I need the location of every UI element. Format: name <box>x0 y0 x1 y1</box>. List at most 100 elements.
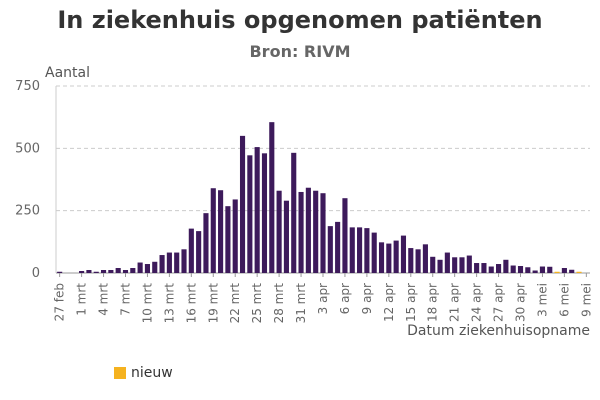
bar <box>408 248 414 273</box>
bar <box>79 271 85 273</box>
legend-label-nieuw: nieuw <box>131 365 173 381</box>
x-tick-label: 16 mrt <box>184 283 198 324</box>
bar <box>57 271 63 273</box>
bar <box>305 187 311 273</box>
bar <box>181 249 187 273</box>
x-tick-label: 3 mei <box>535 283 549 317</box>
x-tick-label: 9 mei <box>579 283 593 317</box>
bar-nieuw <box>576 271 582 273</box>
x-tick-label: 10 mrt <box>140 283 154 324</box>
x-tick-label: 27 feb <box>53 283 67 321</box>
bar <box>188 228 194 273</box>
bar <box>291 152 297 273</box>
y-tick-label: 250 <box>15 204 40 219</box>
bar <box>496 264 502 273</box>
bar <box>196 231 202 273</box>
bar <box>247 155 253 273</box>
bar <box>561 268 567 273</box>
x-tick-label: 31 mrt <box>294 283 308 324</box>
bar <box>349 227 355 273</box>
bar <box>313 190 319 273</box>
x-tick-label: 3 apr <box>316 283 330 314</box>
bar <box>466 255 472 273</box>
bar <box>122 270 129 273</box>
bar <box>283 200 289 273</box>
bar <box>547 266 553 273</box>
bar <box>210 188 216 273</box>
bar <box>298 191 304 273</box>
bar <box>503 259 509 273</box>
bar <box>254 147 260 273</box>
y-axis-label: Aantal <box>45 65 90 81</box>
bar <box>144 264 150 273</box>
bar <box>378 242 385 273</box>
bar <box>137 262 143 273</box>
x-tick-label: 19 mrt <box>206 283 220 324</box>
x-tick-label: 9 apr <box>360 283 374 314</box>
chart-subtitle: Bron: RIVM <box>249 42 351 61</box>
x-tick-label: 21 apr <box>448 283 462 322</box>
x-tick-label: 4 mrt <box>97 283 111 316</box>
chart-title: In ziekenhuis opgenomen patiënten <box>57 6 543 34</box>
bar-nieuw <box>554 271 560 273</box>
bar <box>510 265 516 273</box>
bar <box>569 269 575 273</box>
bar <box>415 249 421 273</box>
x-tick-label: 18 apr <box>426 283 440 322</box>
bar <box>152 261 158 273</box>
x-tick-label: 6 apr <box>338 283 352 314</box>
y-tick-label: 500 <box>15 141 40 156</box>
legend-swatch-nieuw <box>114 367 126 379</box>
x-tick-label: 1 mrt <box>75 283 89 316</box>
x-tick-label: 15 apr <box>404 283 418 322</box>
bar <box>269 122 275 273</box>
bar <box>532 270 538 273</box>
bar <box>364 228 370 273</box>
bar <box>517 266 524 273</box>
bar <box>481 263 487 273</box>
bar <box>437 259 443 273</box>
bar <box>539 266 546 273</box>
bar <box>357 227 363 273</box>
bar <box>166 252 172 273</box>
bar <box>115 268 121 273</box>
bar <box>342 198 348 273</box>
x-tick-label: 22 mrt <box>228 283 242 324</box>
bar <box>320 193 326 273</box>
y-tick-label: 0 <box>32 266 40 281</box>
bar <box>203 213 209 273</box>
bar <box>239 135 246 273</box>
x-tick-label: 30 apr <box>514 283 528 322</box>
bar <box>444 252 450 273</box>
bar <box>335 221 341 273</box>
bar <box>327 226 333 273</box>
bar <box>459 257 465 273</box>
x-tick-label: 12 apr <box>382 283 396 322</box>
bar <box>100 270 107 273</box>
x-tick-label: 13 mrt <box>162 283 176 324</box>
bar <box>130 268 136 273</box>
bar <box>386 243 392 273</box>
bar <box>108 270 114 273</box>
x-tick-label: 27 apr <box>492 283 506 322</box>
bar <box>276 190 282 273</box>
bar <box>525 267 531 273</box>
bar <box>393 240 399 273</box>
bar <box>400 235 407 273</box>
bar <box>488 266 494 273</box>
bar <box>430 256 436 273</box>
bar <box>474 263 480 273</box>
bar <box>422 244 428 273</box>
x-axis-label: Datum ziekenhuisopname <box>407 323 590 339</box>
x-tick-label: 24 apr <box>470 283 484 322</box>
bar <box>93 271 99 273</box>
legend[interactable]: nieuw <box>114 365 173 381</box>
bar <box>218 190 224 273</box>
bar <box>225 206 231 273</box>
bar <box>452 257 458 273</box>
y-tick-label: 750 <box>15 79 40 94</box>
bar <box>174 252 180 273</box>
x-tick-label: 25 mrt <box>250 283 264 324</box>
x-tick-label: 28 mrt <box>272 283 286 324</box>
